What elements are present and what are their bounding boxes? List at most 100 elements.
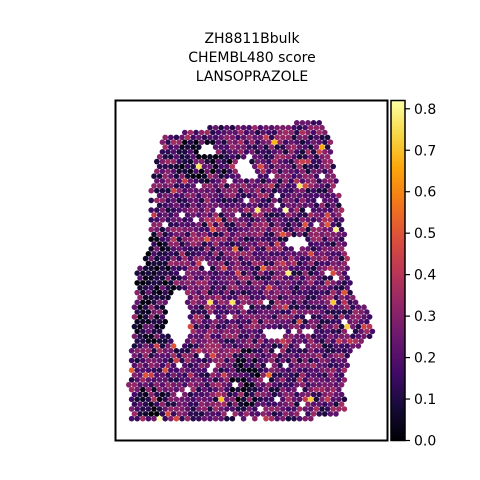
spot-point: [271, 352, 278, 359]
spot-point: [285, 251, 292, 257]
spot-point: [238, 304, 244, 311]
spot-point: [165, 275, 171, 281]
spot-point: [257, 367, 264, 374]
spot-point: [156, 338, 163, 344]
spot-point: [168, 251, 174, 257]
spot-point: [207, 396, 213, 403]
spot-point: [263, 251, 269, 257]
spot-point: [327, 333, 334, 340]
spot-point: [249, 187, 255, 194]
spot-point: [308, 396, 314, 403]
spot-point: [252, 192, 258, 199]
spot-point: [212, 270, 219, 277]
spot-point: [224, 357, 230, 364]
spot-point: [159, 139, 166, 145]
spot-point: [235, 270, 241, 277]
spot-point: [162, 309, 168, 315]
spot-point: [344, 333, 351, 340]
spot-point: [271, 391, 278, 398]
spot-point: [254, 285, 261, 291]
spot-point: [243, 352, 250, 359]
spot-point: [198, 333, 205, 340]
spot-point: [243, 226, 250, 233]
spot-point: [179, 221, 185, 228]
spot-point: [310, 343, 317, 349]
spot-point: [168, 377, 174, 383]
spot-point: [263, 202, 269, 209]
spot-point: [330, 212, 337, 218]
spot-point: [249, 323, 255, 330]
spot-point: [156, 396, 163, 403]
spot-point: [212, 348, 219, 354]
spot-point: [238, 178, 244, 184]
spot-point: [341, 377, 348, 383]
spot-point: [140, 386, 146, 393]
spot-point: [221, 149, 227, 155]
spot-point: [352, 309, 359, 315]
spot-point: [184, 144, 191, 150]
spot-point: [274, 124, 281, 131]
spot-point: [226, 226, 233, 233]
spot-point: [198, 139, 205, 145]
spot-point: [282, 275, 289, 281]
spot-point: [218, 202, 224, 209]
spot-point: [330, 328, 337, 335]
spot-point: [137, 401, 143, 408]
spot-point: [156, 280, 163, 286]
spot-point: [277, 323, 283, 330]
spot-point: [218, 328, 224, 335]
spot-point: [168, 221, 174, 228]
spot-point: [294, 255, 300, 262]
spot-point: [224, 241, 230, 247]
spot-point: [271, 168, 278, 175]
spot-point: [229, 163, 236, 170]
plot-frame: [114, 99, 389, 442]
spot-point: [196, 318, 202, 325]
spot-point: [257, 144, 264, 150]
spot-point: [322, 178, 328, 184]
spot-point: [302, 154, 309, 160]
spot-point: [173, 377, 180, 383]
spot-point: [182, 362, 188, 369]
spot-point: [308, 212, 314, 218]
spot-point: [271, 158, 278, 165]
spot-point: [140, 280, 146, 286]
spot-point: [224, 309, 230, 315]
spot-point: [226, 275, 233, 281]
spot-point: [184, 231, 191, 238]
spot-point: [266, 285, 272, 291]
spot-point: [333, 294, 339, 301]
spot-point: [296, 163, 303, 170]
spot-point: [327, 265, 334, 272]
spot-point: [224, 289, 230, 296]
spot-point: [285, 124, 292, 131]
spot-point: [159, 149, 166, 155]
spot-point: [162, 134, 168, 141]
spot-point: [190, 192, 196, 199]
spot-point: [173, 183, 180, 189]
spot-point: [308, 154, 314, 160]
spot-point: [201, 289, 208, 296]
spot-point: [310, 323, 317, 330]
spot-point: [176, 149, 182, 155]
spot-point: [291, 173, 297, 179]
spot-point: [148, 285, 154, 291]
spot-point: [299, 129, 306, 136]
spot-point: [277, 294, 283, 301]
spot-point: [196, 280, 202, 286]
spot-point: [193, 158, 199, 165]
spot-point: [179, 202, 185, 209]
spot-point: [268, 280, 275, 286]
spot-point: [235, 299, 241, 306]
spot-point: [282, 226, 289, 233]
spot-point: [196, 377, 202, 383]
colorbar-tick-label: 0.7: [414, 143, 436, 159]
spot-point: [207, 202, 213, 209]
spot-point: [305, 382, 311, 388]
spot-point: [215, 265, 222, 272]
spot-point: [229, 221, 236, 228]
spot-point: [184, 192, 191, 199]
spot-point: [215, 129, 222, 136]
spot-point: [198, 178, 205, 184]
spot-point: [308, 144, 314, 150]
